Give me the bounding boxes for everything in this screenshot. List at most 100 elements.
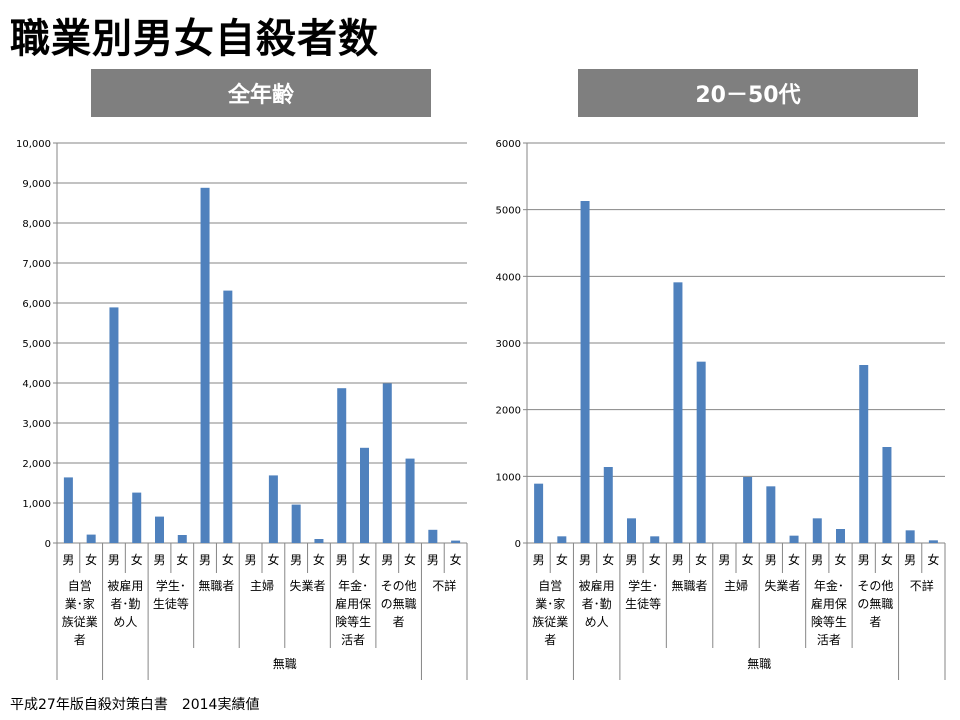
- bar: [859, 365, 869, 543]
- category-label: 男: [245, 553, 257, 567]
- category-label: 女: [927, 552, 939, 567]
- group-label: 険等生: [335, 615, 371, 629]
- group-label: 族従業: [62, 615, 98, 629]
- group-label: 生徒等: [153, 597, 189, 611]
- bar: [337, 388, 347, 543]
- group-label: 主婦: [724, 578, 748, 593]
- category-label: 男: [62, 553, 74, 567]
- group-label: 生徒等: [625, 597, 661, 611]
- group-label: 業･家: [65, 596, 95, 611]
- category-label: 女: [267, 552, 279, 567]
- category-label: 男: [672, 553, 684, 567]
- group-label: 者: [869, 615, 881, 629]
- bar: [557, 536, 567, 543]
- group-label: の無職: [857, 596, 893, 611]
- y-tick-label: 6,000: [22, 299, 51, 310]
- bar-chart-20-50s: 0100020003000400050006000男女男女男女男女男女男女男女男…: [496, 139, 946, 680]
- y-tick-label: 3,000: [22, 419, 51, 430]
- group-label: 者: [74, 633, 86, 647]
- bar: [223, 290, 233, 543]
- source-footnote: 平成27年版自殺対策白書 2014実績値: [10, 697, 260, 713]
- group-label: め人: [585, 615, 609, 629]
- bar: [789, 535, 799, 543]
- group-label: 不詳: [910, 578, 934, 593]
- category-label: 女: [131, 552, 143, 567]
- group-label: 険等生: [811, 615, 847, 629]
- category-label: 女: [404, 552, 416, 567]
- category-label: 女: [788, 552, 800, 567]
- group-label: 無職者: [198, 578, 234, 593]
- bar: [650, 536, 660, 543]
- y-tick-label: 10,000: [16, 139, 51, 150]
- bar: [928, 540, 938, 543]
- y-tick-label: 0: [515, 539, 521, 550]
- bar: [673, 282, 683, 543]
- group-label: 被雇用: [579, 578, 615, 593]
- bar: [766, 486, 776, 543]
- bar: [360, 447, 369, 543]
- category-label: 女: [695, 552, 707, 567]
- group-label: 者: [544, 633, 556, 647]
- group-label: 業･家: [535, 596, 565, 611]
- group-label: 者･勤: [110, 597, 140, 611]
- bar: [451, 540, 461, 543]
- group-label: その他: [381, 579, 417, 593]
- supergroup-label: 無職: [273, 656, 297, 671]
- bar: [200, 187, 210, 544]
- y-tick-label: 2000: [496, 406, 521, 417]
- y-tick-label: 6000: [496, 139, 521, 150]
- bar: [534, 483, 544, 543]
- bar: [314, 539, 324, 543]
- group-label: 自営: [68, 579, 92, 593]
- bar: [743, 477, 753, 543]
- group-label: 学生･: [156, 578, 186, 593]
- bar: [627, 518, 636, 543]
- group-label: 自営: [538, 579, 562, 593]
- bar: [109, 307, 119, 543]
- group-label: 者･勤: [582, 597, 612, 611]
- bar: [63, 477, 73, 543]
- bar: [155, 516, 164, 543]
- y-tick-label: 7,000: [22, 259, 51, 270]
- category-label: 女: [556, 552, 568, 567]
- category-label: 男: [811, 553, 823, 567]
- category-label: 女: [742, 552, 754, 567]
- bar: [132, 492, 142, 543]
- group-label: 雇用保: [811, 596, 847, 611]
- y-tick-label: 8,000: [22, 219, 51, 230]
- bar: [836, 529, 845, 543]
- category-label: 女: [176, 552, 188, 567]
- y-tick-label: 2,000: [22, 459, 51, 470]
- category-label: 男: [336, 553, 348, 567]
- y-tick-label: 1000: [496, 472, 521, 483]
- bar: [291, 504, 301, 543]
- group-label: の無職: [381, 596, 417, 611]
- bar: [905, 530, 915, 543]
- category-label: 男: [381, 553, 393, 567]
- category-label: 女: [834, 552, 846, 567]
- category-label: 女: [649, 552, 661, 567]
- category-label: 女: [881, 552, 893, 567]
- group-label: 主婦: [250, 578, 274, 593]
- y-tick-label: 9,000: [22, 179, 51, 190]
- category-label: 女: [450, 552, 462, 567]
- group-label: 失業者: [290, 578, 326, 593]
- y-tick-label: 5,000: [22, 339, 51, 350]
- group-label: 活者: [817, 633, 841, 647]
- category-label: 男: [904, 553, 916, 567]
- category-label: 女: [222, 552, 234, 567]
- group-label: 失業者: [764, 578, 800, 593]
- bar: [268, 475, 278, 543]
- group-label: 年金･: [338, 578, 368, 593]
- bar: [696, 361, 706, 543]
- group-label: その他: [857, 579, 893, 593]
- category-label: 男: [199, 553, 211, 567]
- group-label: 年金･: [814, 578, 844, 593]
- category-label: 女: [85, 552, 97, 567]
- y-tick-label: 3000: [496, 339, 521, 350]
- chart-title-banner-left: 全年齢: [91, 69, 431, 117]
- group-label: 者: [393, 615, 405, 629]
- y-tick-label: 5000: [496, 206, 521, 217]
- bar: [428, 529, 438, 543]
- category-label: 男: [625, 553, 637, 567]
